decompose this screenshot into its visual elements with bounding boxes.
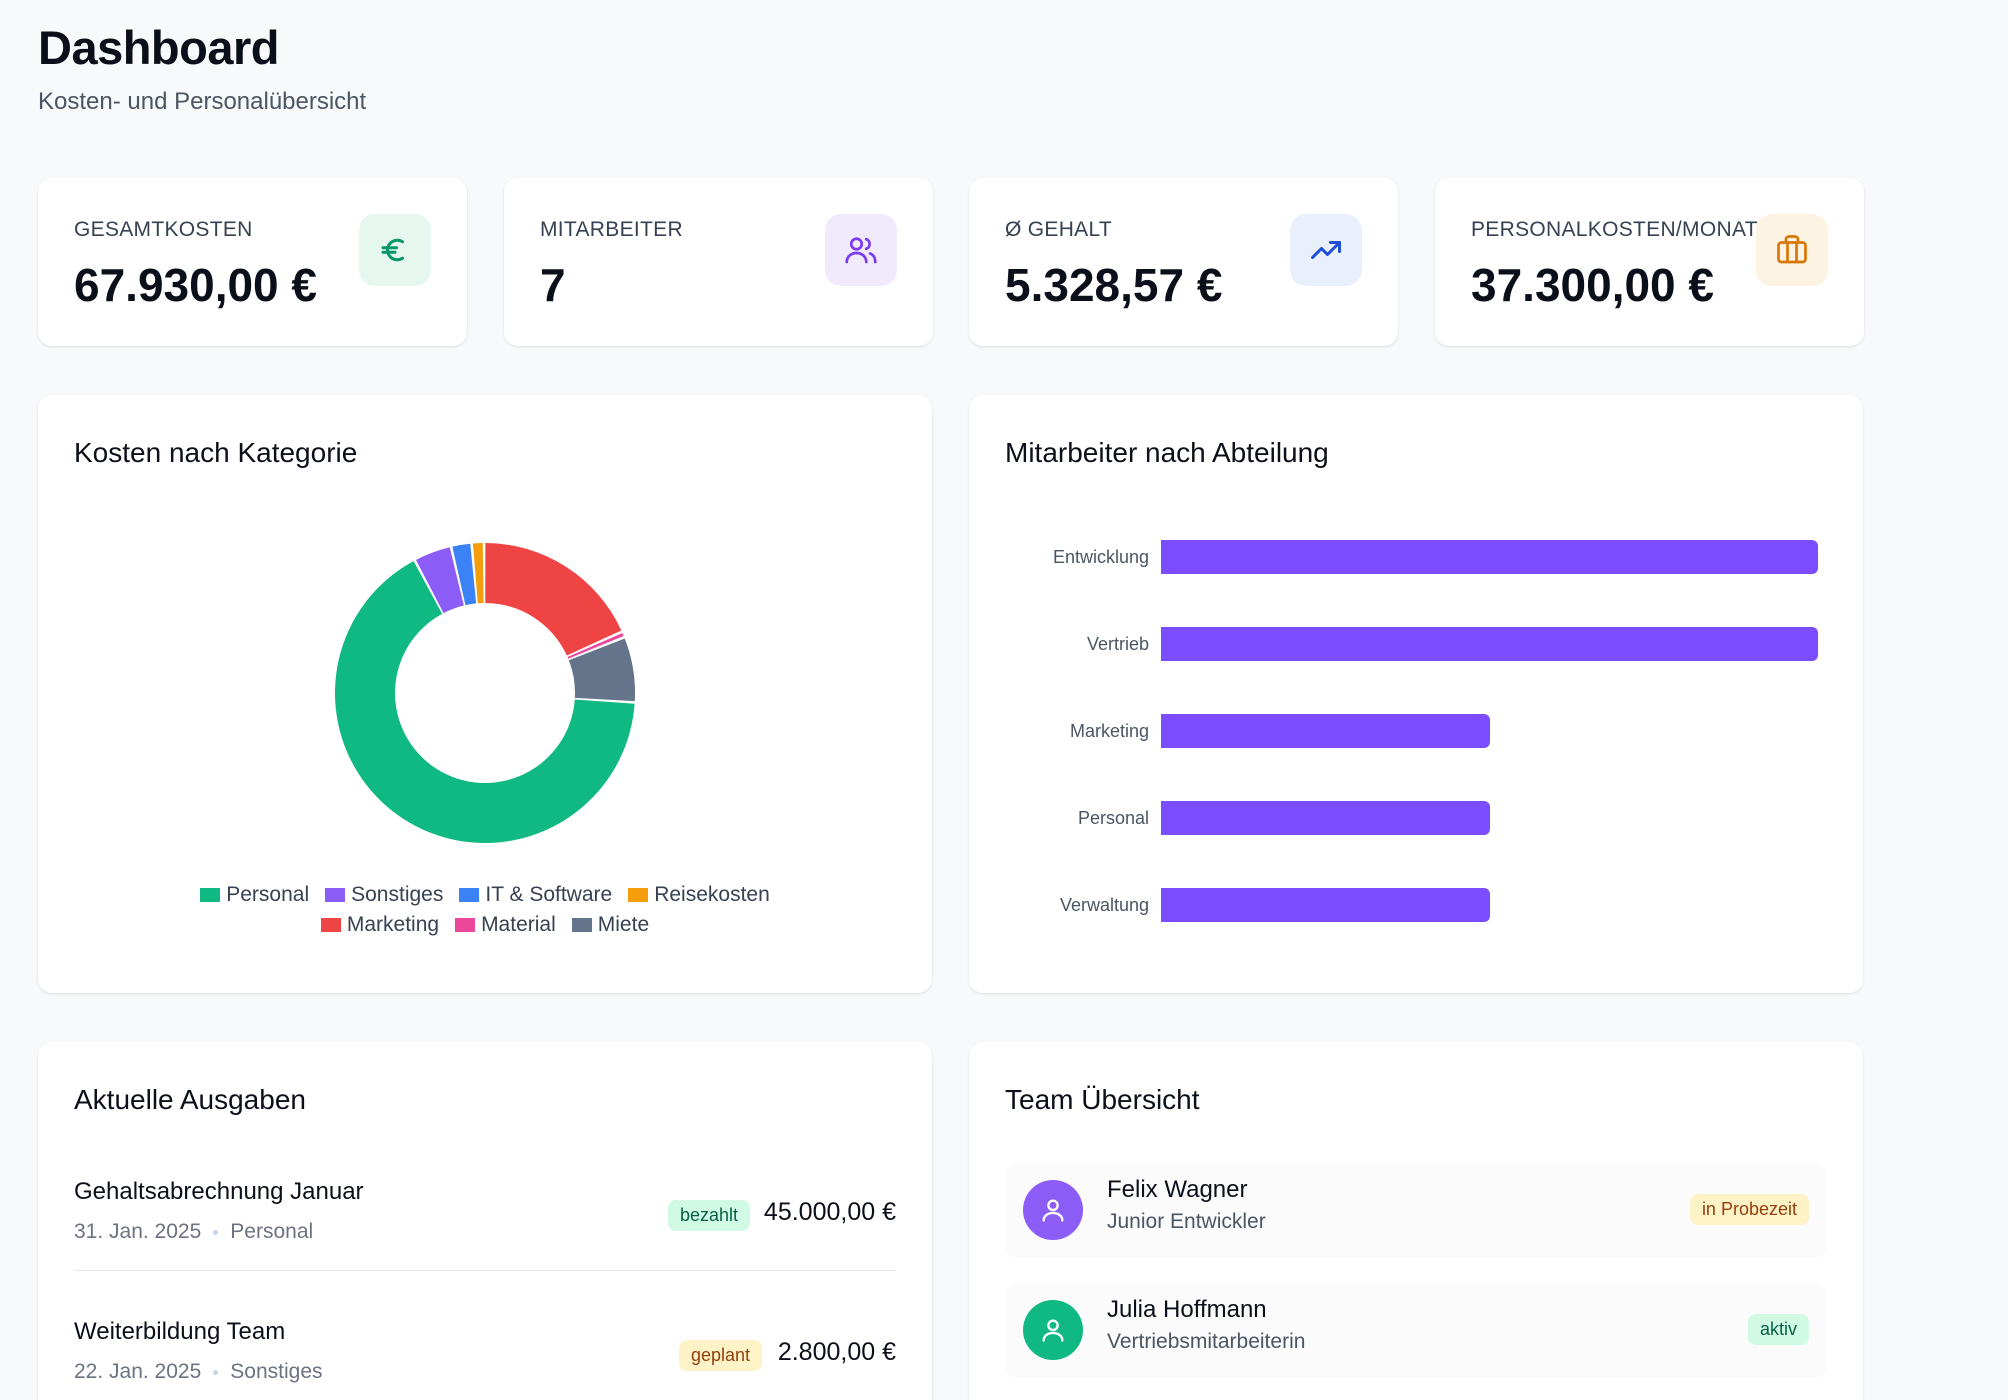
stat-value: 37.300,00 €	[1471, 259, 1715, 311]
panel-title: Aktuelle Ausgaben	[74, 1084, 306, 1115]
legend-label: Personal	[226, 883, 310, 906]
team-member-row[interactable]: Felix Wagner Junior Entwickler in Probez…	[1005, 1162, 1827, 1258]
user-icon	[1023, 1300, 1083, 1360]
team-member-row[interactable]: Julia Hoffmann Vertriebsmitarbeiterin ak…	[1005, 1282, 1827, 1378]
member-name: Felix Wagner	[1107, 1176, 1248, 1203]
member-name: Julia Hoffmann	[1107, 1296, 1267, 1323]
status-badge: bezahlt	[667, 1200, 750, 1231]
legend-label: Material	[481, 913, 556, 936]
legend-label: IT & Software	[485, 883, 613, 906]
legend-item[interactable]: Sonstiges	[325, 883, 443, 907]
employees-by-department-panel: Mitarbeiter nach Abteilung Entwicklung Ve…	[969, 395, 1863, 993]
bar-personal[interactable]	[1161, 801, 1490, 835]
stat-label: GESAMTKOSTEN	[74, 218, 253, 241]
user-icon	[1023, 1180, 1083, 1240]
legend-item[interactable]: IT & Software	[459, 883, 612, 907]
legend-swatch	[455, 918, 476, 932]
expense-title: Weiterbildung Team	[74, 1318, 286, 1345]
bar-label: Personal	[1077, 808, 1149, 828]
stat-label: PERSONALKOSTEN/MONAT	[1471, 218, 1758, 241]
donut-slice-material[interactable]	[567, 632, 624, 659]
legend-swatch	[200, 888, 221, 902]
stat-label: Ø GEHALT	[1005, 218, 1113, 241]
stat-card-employees: MITARBEITER 7	[504, 178, 933, 346]
page-subtitle: Kosten- und Personalübersicht	[38, 88, 367, 115]
legend-label: Reisekosten	[654, 883, 770, 906]
bar-chart: Entwicklung Vertrieb Marketing Personal Verw…	[969, 395, 1863, 993]
briefcase-icon	[1756, 214, 1828, 286]
panel-title: Mitarbeiter nach Abteilung	[1005, 437, 1329, 468]
bar-label: Verwaltung	[1059, 895, 1149, 915]
status-badge: aktiv	[1747, 1314, 1809, 1345]
costs-by-category-panel: Kosten nach Kategorie Personal Sonstiges I…	[38, 395, 932, 993]
stat-card-avg-salary: Ø GEHALT 5.328,57 €	[969, 178, 1398, 346]
bar-label: Vertrieb	[1086, 634, 1149, 654]
member-role: Junior Entwickler	[1107, 1210, 1266, 1233]
expense-date: 22. Jan. 2025	[74, 1360, 202, 1383]
separator-dot	[213, 1229, 219, 1235]
panel-title: Team Übersicht	[1005, 1084, 1200, 1115]
donut-slice-personal[interactable]	[334, 561, 635, 844]
expense-category: Personal	[230, 1220, 314, 1243]
expense-row[interactable]: Weiterbildung Team 22. Jan. 2025 Sonstig…	[74, 1318, 896, 1400]
trending-up-icon	[1290, 214, 1362, 286]
bar-entwicklung[interactable]	[1161, 540, 1818, 574]
legend-item[interactable]: Reisekosten	[628, 883, 770, 907]
status-badge: in Probezeit	[1689, 1194, 1809, 1225]
expense-date: 31. Jan. 2025	[74, 1220, 202, 1243]
euro-icon	[359, 214, 431, 286]
legend-label: Miete	[597, 913, 650, 936]
legend-item[interactable]: Material	[455, 913, 556, 937]
expense-amount: 2.800,00 €	[777, 1338, 896, 1366]
bar-vertrieb[interactable]	[1161, 627, 1818, 661]
legend-swatch	[320, 918, 341, 932]
donut-slice-it-software[interactable]	[452, 543, 477, 606]
expense-amount: 45.000,00 €	[763, 1198, 896, 1226]
legend-swatch	[459, 888, 480, 902]
legend-swatch	[628, 888, 649, 902]
bar-label: Marketing	[1069, 721, 1149, 741]
expense-row[interactable]: Gehaltsabrechnung Januar 31. Jan. 2025 P…	[74, 1178, 896, 1288]
expense-meta: 22. Jan. 2025 Sonstiges	[74, 1360, 323, 1384]
legend-item[interactable]: Miete	[571, 913, 650, 937]
stat-card-total-costs: GESAMTKOSTEN 67.930,00 €	[38, 178, 467, 346]
stat-label: MITARBEITER	[540, 218, 683, 241]
users-icon	[825, 214, 897, 286]
member-role: Vertriebsmitarbeiterin	[1107, 1330, 1306, 1353]
bar-verwaltung[interactable]	[1161, 888, 1490, 922]
expense-title: Gehaltsabrechnung Januar	[74, 1178, 364, 1205]
donut-slice-marketing[interactable]	[485, 543, 622, 656]
expenses-panel: Aktuelle Ausgaben Gehaltsabrechnung Janu…	[38, 1042, 932, 1400]
separator-dot	[213, 1369, 219, 1375]
donut-slice-reisekosten[interactable]	[472, 543, 484, 604]
stat-card-monthly-personnel: PERSONALKOSTEN/MONAT 37.300,00 €	[1435, 178, 1864, 346]
legend-item[interactable]: Marketing	[320, 913, 440, 937]
panel-title: Kosten nach Kategorie	[74, 437, 358, 468]
legend-item[interactable]: Personal	[200, 883, 309, 907]
stat-value: 5.328,57 €	[1005, 259, 1223, 311]
expense-category: Sonstiges	[230, 1360, 323, 1383]
donut-slice-sonstiges[interactable]	[415, 547, 464, 614]
donut-slice-miete[interactable]	[568, 638, 635, 702]
legend-swatch	[571, 918, 592, 932]
donut-chart	[334, 543, 635, 844]
bar-label: Entwicklung	[1052, 547, 1149, 567]
legend-label: Marketing	[346, 913, 440, 936]
legend-label: Sonstiges	[351, 883, 444, 906]
bar-marketing[interactable]	[1161, 714, 1490, 748]
status-badge: geplant	[678, 1340, 762, 1371]
expense-meta: 31. Jan. 2025 Personal	[74, 1220, 313, 1244]
legend-swatch	[325, 888, 346, 902]
stat-value: 67.930,00 €	[74, 259, 318, 311]
page-title: Dashboard	[38, 21, 280, 74]
divider	[74, 1270, 896, 1271]
team-panel: Team Übersicht Felix Wagner Junior Entwi…	[969, 1042, 1863, 1400]
chart-legend: Personal Sonstiges IT & Software Reisekoste…	[38, 883, 932, 937]
stat-value: 7	[540, 259, 566, 311]
